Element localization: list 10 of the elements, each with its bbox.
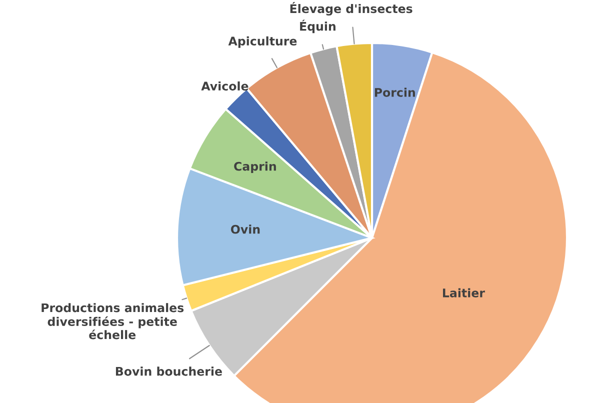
- slice-label: Élevage d'insectes: [290, 2, 412, 16]
- slice-label: Équin: [300, 20, 336, 34]
- slice-label: Porcin: [374, 88, 415, 97]
- slice-label: Laitier: [443, 288, 485, 298]
- slice-label: Avicole: [201, 81, 248, 91]
- slice-label: Caprin: [234, 162, 276, 174]
- slice-label: Ovin: [230, 224, 260, 234]
- slice-label: Bovin boucherie: [116, 366, 222, 376]
- slice-label: Productions animales diversifiées - petite échelle: [42, 303, 184, 340]
- slice-label: Apiculture: [228, 36, 297, 48]
